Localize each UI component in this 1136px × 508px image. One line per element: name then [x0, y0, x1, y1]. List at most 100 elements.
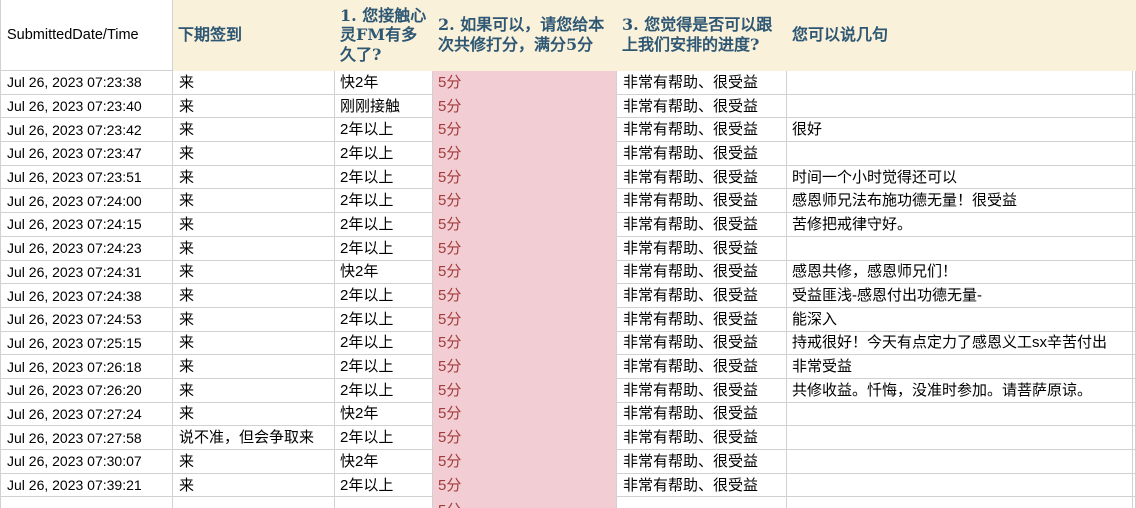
cell-comment[interactable] — [787, 402, 1133, 427]
cell-duration[interactable]: 2年以上 — [335, 213, 433, 237]
cell-progress[interactable] — [617, 497, 787, 508]
cell-duration[interactable]: 2年以上 — [335, 236, 433, 261]
cell-checkin[interactable]: 来 — [173, 450, 335, 474]
cell-progress[interactable]: 非常有帮助、很受益 — [617, 331, 787, 356]
cell-progress[interactable]: 非常有帮助、很受益 — [617, 94, 787, 119]
cell-comment[interactable]: 感恩师兄法布施功德无量！很受益 — [787, 189, 1133, 214]
cell-submitted-date[interactable]: Jul 26, 2023 07:23:38 — [0, 71, 173, 95]
cell-score[interactable]: 5分 — [433, 378, 617, 403]
cell-duration[interactable]: 2年以上 — [335, 284, 433, 308]
cell-comment[interactable] — [787, 236, 1133, 261]
cell-comment[interactable] — [787, 426, 1133, 450]
cell-progress[interactable]: 非常有帮助、很受益 — [617, 142, 787, 166]
cell-progress[interactable]: 非常有帮助、很受益 — [617, 473, 787, 498]
cell-score[interactable]: 5分 — [433, 118, 617, 143]
cell-comment[interactable] — [787, 94, 1133, 119]
cell-score[interactable]: 5分 — [433, 307, 617, 332]
cell-submitted-date[interactable]: Jul 26, 2023 07:25:15 — [0, 331, 173, 356]
cell-duration[interactable]: 2年以上 — [335, 426, 433, 450]
cell-submitted-date[interactable]: Jul 26, 2023 07:24:15 — [0, 213, 173, 237]
cell-progress[interactable]: 非常有帮助、很受益 — [617, 402, 787, 427]
cell-progress[interactable]: 非常有帮助、很受益 — [617, 213, 787, 237]
cell-checkin[interactable] — [173, 497, 335, 508]
cell-progress[interactable]: 非常有帮助、很受益 — [617, 236, 787, 261]
column-header-duration[interactable]: 1. 您接触心灵FM有多久了? — [335, 0, 433, 71]
column-header-score[interactable]: 2. 如果可以，请您给本次共修打分，满分5分 — [433, 0, 617, 71]
cell-checkin[interactable]: 来 — [173, 402, 335, 427]
cell-progress[interactable]: 非常有帮助、很受益 — [617, 284, 787, 308]
cell-checkin[interactable]: 说不准，但会争取来 — [173, 426, 335, 450]
cell-duration[interactable]: 2年以上 — [335, 378, 433, 403]
cell-submitted-date[interactable]: Jul 26, 2023 07:24:38 — [0, 284, 173, 308]
cell-comment[interactable]: 能深入 — [787, 307, 1133, 332]
cell-submitted-date[interactable]: Jul 26, 2023 07:39:21 — [0, 473, 173, 498]
column-header-submitted-date[interactable]: SubmittedDate/Time — [0, 0, 173, 71]
cell-progress[interactable]: 非常有帮助、很受益 — [617, 355, 787, 379]
cell-checkin[interactable]: 来 — [173, 307, 335, 332]
cell-checkin[interactable]: 来 — [173, 378, 335, 403]
cell-progress[interactable]: 非常有帮助、很受益 — [617, 189, 787, 214]
cell-comment[interactable] — [787, 473, 1133, 498]
cell-duration[interactable] — [335, 497, 433, 508]
cell-score[interactable]: 5分 — [433, 473, 617, 498]
cell-duration[interactable]: 2年以上 — [335, 189, 433, 214]
cell-checkin[interactable]: 来 — [173, 94, 335, 119]
cell-score[interactable]: 5分 — [433, 94, 617, 119]
cell-progress[interactable]: 非常有帮助、很受益 — [617, 307, 787, 332]
cell-progress[interactable]: 非常有帮助、很受益 — [617, 426, 787, 450]
cell-checkin[interactable]: 来 — [173, 165, 335, 190]
cell-score[interactable]: 5分 — [433, 165, 617, 190]
cell-duration[interactable]: 2年以上 — [335, 473, 433, 498]
cell-score[interactable]: 5分 — [433, 331, 617, 356]
cell-checkin[interactable]: 来 — [173, 236, 335, 261]
cell-score[interactable]: 5分 — [433, 213, 617, 237]
cell-score[interactable]: 5分 — [433, 402, 617, 427]
cell-comment[interactable]: 很好 — [787, 118, 1133, 143]
cell-progress[interactable]: 非常有帮助、很受益 — [617, 450, 787, 474]
cell-submitted-date[interactable]: Jul 26, 2023 07:27:58 — [0, 426, 173, 450]
cell-submitted-date[interactable]: Jul 26, 2023 07:23:40 — [0, 94, 173, 119]
cell-checkin[interactable]: 来 — [173, 189, 335, 214]
cell-duration[interactable]: 2年以上 — [335, 118, 433, 143]
cell-comment[interactable]: 苦修把戒律守好。 — [787, 213, 1133, 237]
cell-comment[interactable]: 时间一个小时觉得还可以 — [787, 165, 1133, 190]
cell-duration[interactable]: 快2年 — [335, 260, 433, 285]
cell-comment[interactable] — [787, 450, 1133, 474]
cell-score[interactable]: 5分 — [433, 142, 617, 166]
cell-checkin[interactable]: 来 — [173, 213, 335, 237]
cell-submitted-date[interactable]: Jul 26, 2023 07:24:31 — [0, 260, 173, 285]
cell-checkin[interactable]: 来 — [173, 118, 335, 143]
cell-duration[interactable]: 刚刚接触 — [335, 94, 433, 119]
cell-score[interactable]: 5分 — [433, 71, 617, 95]
cell-checkin[interactable]: 来 — [173, 473, 335, 498]
cell-submitted-date[interactable] — [0, 497, 173, 508]
cell-duration[interactable]: 2年以上 — [335, 331, 433, 356]
cell-progress[interactable]: 非常有帮助、很受益 — [617, 378, 787, 403]
cell-score[interactable]: 5分 — [433, 497, 617, 508]
cell-checkin[interactable]: 来 — [173, 142, 335, 166]
column-header-checkin[interactable]: 下期签到 — [173, 0, 335, 71]
cell-progress[interactable]: 非常有帮助、很受益 — [617, 260, 787, 285]
cell-score[interactable]: 5分 — [433, 189, 617, 214]
cell-submitted-date[interactable]: Jul 26, 2023 07:23:42 — [0, 118, 173, 143]
cell-comment[interactable]: 非常受益 — [787, 355, 1133, 379]
cell-score[interactable]: 5分 — [433, 236, 617, 261]
cell-score[interactable]: 5分 — [433, 260, 617, 285]
cell-submitted-date[interactable]: Jul 26, 2023 07:27:24 — [0, 402, 173, 427]
cell-comment[interactable]: 受益匪浅-感恩付出功德无量- — [787, 284, 1133, 308]
cell-comment[interactable]: 共修收益。忏悔，没准时参加。请菩萨原谅。 — [787, 378, 1133, 403]
column-header-comment[interactable]: 您可以说几句 — [787, 0, 1133, 71]
cell-submitted-date[interactable]: Jul 26, 2023 07:24:23 — [0, 236, 173, 261]
cell-comment[interactable] — [787, 71, 1133, 95]
cell-checkin[interactable]: 来 — [173, 284, 335, 308]
cell-score[interactable]: 5分 — [433, 284, 617, 308]
cell-duration[interactable]: 快2年 — [335, 450, 433, 474]
cell-checkin[interactable]: 来 — [173, 355, 335, 379]
cell-progress[interactable]: 非常有帮助、很受益 — [617, 71, 787, 95]
cell-progress[interactable]: 非常有帮助、很受益 — [617, 165, 787, 190]
cell-submitted-date[interactable]: Jul 26, 2023 07:24:00 — [0, 189, 173, 214]
cell-submitted-date[interactable]: Jul 26, 2023 07:23:51 — [0, 165, 173, 190]
cell-comment[interactable]: 感恩共修，感恩师兄们！ — [787, 260, 1133, 285]
cell-submitted-date[interactable]: Jul 26, 2023 07:24:53 — [0, 307, 173, 332]
cell-checkin[interactable]: 来 — [173, 260, 335, 285]
